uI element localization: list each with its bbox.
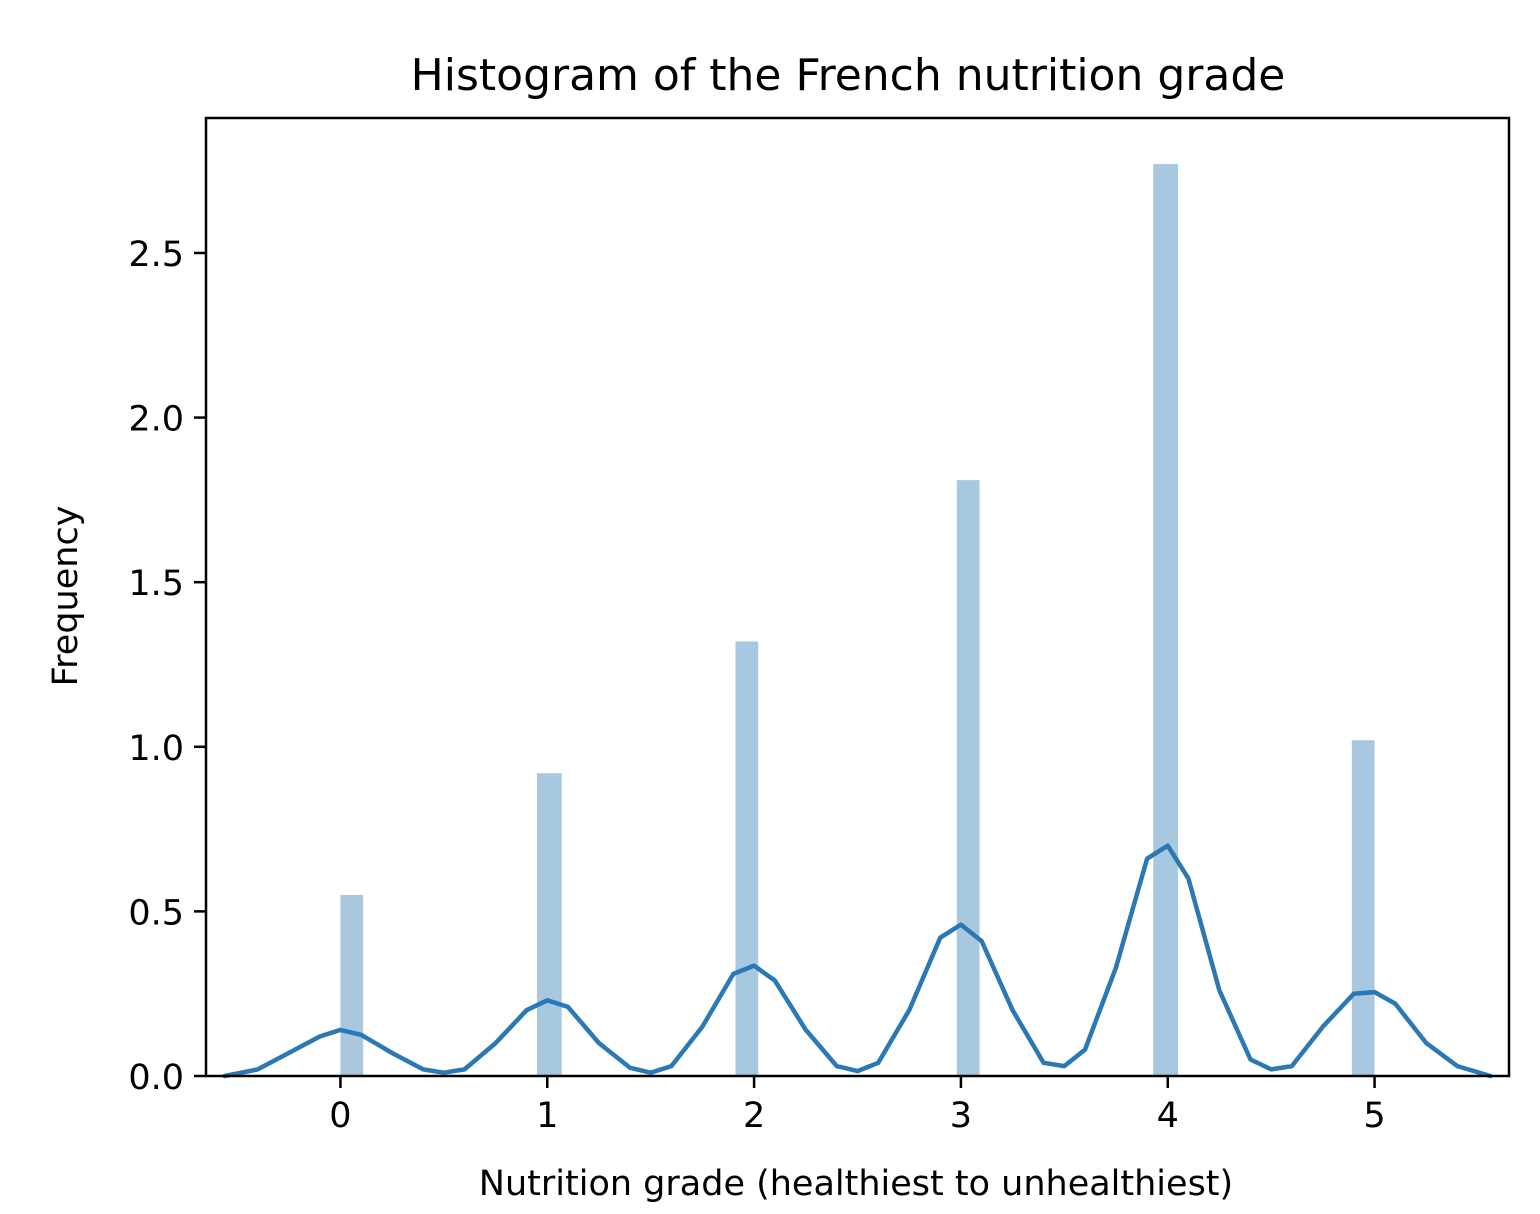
y-tick-label: 1.0: [128, 729, 184, 769]
histogram-bar-3: [956, 480, 980, 1076]
x-tick-label: 2: [743, 1096, 765, 1136]
x-tick-label: 3: [950, 1096, 972, 1136]
x-tick-label: 5: [1363, 1096, 1385, 1136]
x-tick-label: 0: [329, 1096, 351, 1136]
plot-area-frame: [204, 116, 1511, 1078]
histogram-bar-4: [1153, 164, 1179, 1076]
histogram-bar-2: [735, 641, 759, 1076]
y-tick-label: 0.0: [128, 1058, 184, 1098]
chart-title: Histogram of the French nutrition grade: [411, 50, 1286, 101]
x-axis: 0 1 2 3 4 5: [329, 1076, 1386, 1136]
bars-layer: [340, 164, 1375, 1076]
y-axis: 0.0 0.5 1.0 1.5 2.0 2.5: [128, 235, 206, 1098]
x-axis-label: Nutrition grade (healthiest to unhealthi…: [479, 1164, 1233, 1204]
histogram-bar-5: [1351, 740, 1375, 1076]
x-tick-label: 1: [536, 1096, 558, 1136]
kde-curve: [222, 843, 1493, 1079]
x-tick-label: 4: [1157, 1096, 1179, 1136]
y-tick-label: 2.0: [128, 400, 184, 440]
y-tick-label: 2.5: [128, 235, 184, 275]
histogram-bar-1: [536, 773, 562, 1076]
histogram-bar-0: [340, 894, 364, 1076]
y-axis-label: Frequency: [46, 506, 86, 687]
y-tick-label: 0.5: [128, 893, 184, 933]
y-tick-label: 1.5: [128, 564, 184, 604]
